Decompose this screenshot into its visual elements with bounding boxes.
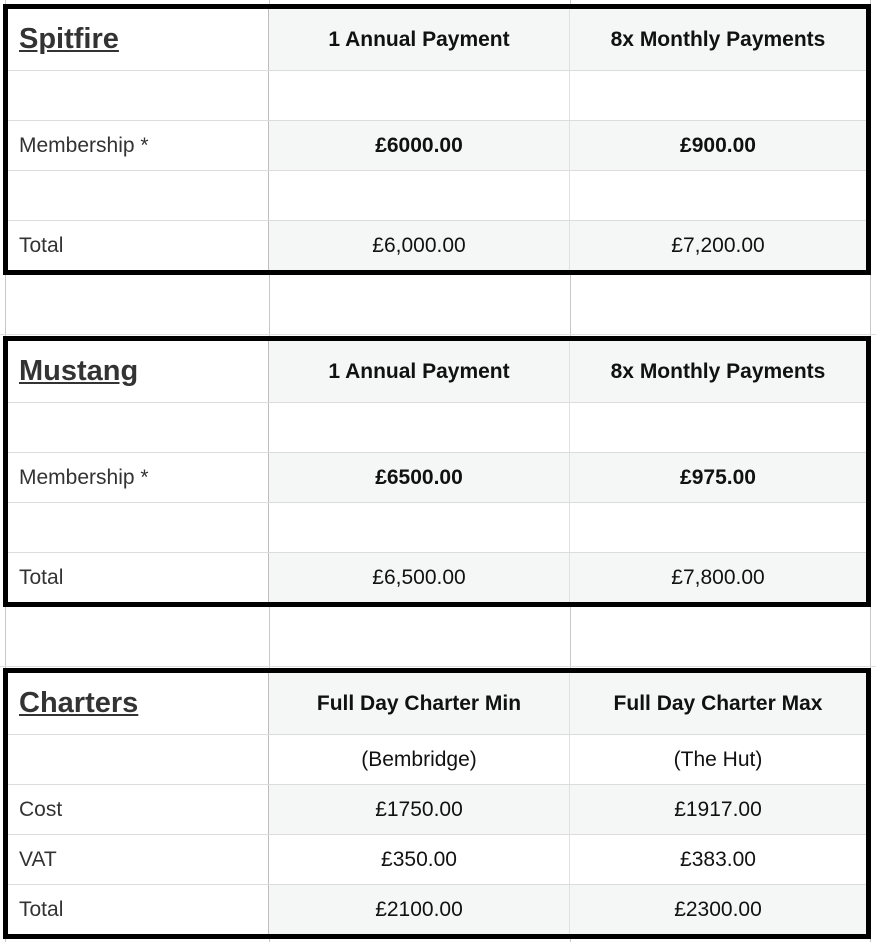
value-cell xyxy=(269,503,570,552)
value-cell xyxy=(570,71,866,120)
table-row: Total £6,500.00 £7,800.00 xyxy=(8,552,866,602)
value-cell xyxy=(570,503,866,552)
table-row: Membership * £6500.00 £975.00 xyxy=(8,452,866,502)
value-cell: (The Hut) xyxy=(673,747,763,771)
row-label xyxy=(8,171,269,220)
value-cell: £6000.00 xyxy=(269,121,570,170)
column-header: 1 Annual Payment xyxy=(269,341,570,402)
row-label: VAT xyxy=(8,835,269,884)
table-row: (Bembridge) (The Hut) xyxy=(8,734,866,784)
row-label xyxy=(8,735,269,784)
row-label xyxy=(8,71,269,120)
row-label: Total xyxy=(8,553,269,602)
value-cell: £975.00 xyxy=(570,453,866,502)
table-row xyxy=(8,502,866,552)
value-cell xyxy=(269,71,570,120)
section-title: Mustang xyxy=(8,341,269,402)
table-row: VAT £350.00 £383.00 xyxy=(8,834,866,884)
pricing-table-charters: Charters Full Day Charter Min Full Day Cha… xyxy=(3,668,871,939)
value-cell: £350.00 xyxy=(269,835,570,884)
value-cell: £2100.00 xyxy=(269,885,570,934)
column-header: 8x Monthly Payments xyxy=(570,341,866,402)
table-row: Total £6,000.00 £7,200.00 xyxy=(8,220,866,270)
grid-line xyxy=(0,334,876,335)
section-title: Spitfire xyxy=(8,9,269,70)
value-cell: £1750.00 xyxy=(269,785,570,834)
column-header: Full Day Charter Min xyxy=(269,673,570,734)
table-row xyxy=(8,402,866,452)
column-header: Full Day Charter Max xyxy=(570,673,866,734)
value-cell: £6500.00 xyxy=(269,453,570,502)
table-row xyxy=(8,70,866,120)
value-cell xyxy=(269,403,570,452)
header-row: Charters Full Day Charter Min Full Day Cha… xyxy=(8,673,866,734)
column-header: 8x Monthly Payments xyxy=(570,9,866,70)
row-label xyxy=(8,503,269,552)
header-row: Spitfire 1 Annual Payment 8x Monthly Payme… xyxy=(8,9,866,70)
grid-line xyxy=(0,666,876,667)
row-label xyxy=(8,403,269,452)
value-cell: £1917.00 xyxy=(570,785,866,834)
row-label: Total xyxy=(8,221,269,270)
value-cell: £900.00 xyxy=(570,121,866,170)
value-cell: £383.00 xyxy=(680,847,756,871)
table-row xyxy=(8,170,866,220)
value-cell xyxy=(570,171,866,220)
section-title: Charters xyxy=(8,673,269,734)
value-cell: (Bembridge) xyxy=(269,735,570,784)
table-row: Membership * £6000.00 £900.00 xyxy=(8,120,866,170)
value-cell: £7,800.00 xyxy=(570,553,866,602)
value-cell xyxy=(570,403,866,452)
row-label: Membership * xyxy=(8,453,269,502)
value-cell: £6,000.00 xyxy=(269,221,570,270)
row-label: Membership * xyxy=(8,121,269,170)
value-cell xyxy=(269,171,570,220)
table-row: Cost £1750.00 £1917.00 xyxy=(8,784,866,834)
column-header: 1 Annual Payment xyxy=(269,9,570,70)
header-row: Mustang 1 Annual Payment 8x Monthly Paymen… xyxy=(8,341,866,402)
value-cell: £2300.00 xyxy=(570,885,866,934)
value-cell: £7,200.00 xyxy=(570,221,866,270)
pricing-table-spitfire: Spitfire 1 Annual Payment 8x Monthly Payme… xyxy=(3,4,871,275)
row-label: Cost xyxy=(8,785,269,834)
value-cell: £6,500.00 xyxy=(269,553,570,602)
table-row: Total £2100.00 £2300.00 xyxy=(8,884,866,934)
row-label: Total xyxy=(8,885,269,934)
pricing-table-mustang: Mustang 1 Annual Payment 8x Monthly Paymen… xyxy=(3,336,871,607)
